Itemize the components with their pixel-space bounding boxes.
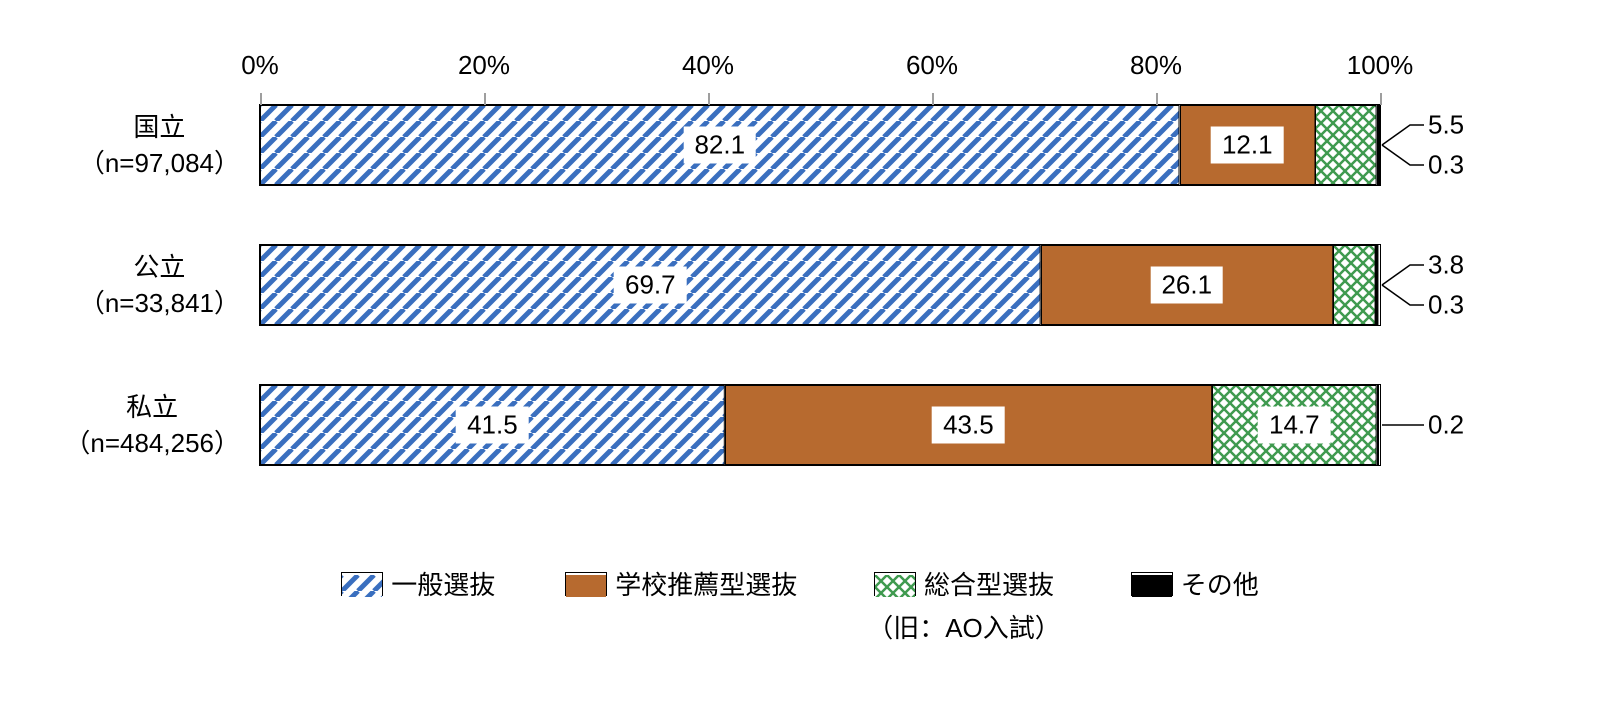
category-label: 公立（n=33,841） (79, 245, 260, 325)
x-axis-tickmark (484, 93, 486, 105)
bar-row: 私立（n=484,256）41.543.514.7 (260, 385, 1380, 465)
value-label-external: 0.3 (1428, 150, 1464, 181)
stacked-bar-chart: 国立（n=97,084） 82.1 12.1 公立（n=33,841） 69.7 26.1… (0, 0, 1600, 715)
bar-segment-general: 41.5 (260, 385, 725, 465)
x-axis-tickmark (1380, 93, 1382, 105)
bar-segment-recommend: 26.1 (1041, 245, 1333, 325)
x-axis-tick-label: 20% (458, 50, 510, 81)
x-axis-tickmark (1156, 93, 1158, 105)
bar-row: 公立（n=33,841）69.726.1 (260, 245, 1380, 325)
value-label: 12.1 (1211, 127, 1284, 164)
value-label-external: 5.5 (1428, 110, 1464, 141)
category-n: （n=97,084） (79, 145, 240, 181)
bar-track: 82.1 12.1 (260, 105, 1380, 185)
bar-row: 国立（n=97,084）82.112.1 (260, 105, 1380, 185)
bar-segment-general: 82.1 (260, 105, 1180, 185)
legend-label: 総合型選抜 (924, 565, 1054, 602)
bar-segment-general: 69.7 (260, 245, 1041, 325)
x-axis-tick-label: 40% (682, 50, 734, 81)
legend-sublabel: （旧：AO入試） (867, 608, 1061, 645)
legend-swatch (565, 572, 607, 596)
value-label: 82.1 (683, 127, 756, 164)
legend-item-sogo: 総合型選抜 （旧：AO入試） (867, 565, 1061, 645)
bar-segment-other (1377, 385, 1379, 465)
bar-segment-recommend: 43.5 (725, 385, 1212, 465)
value-label: 14.7 (1258, 407, 1331, 444)
value-label: 41.5 (456, 407, 529, 444)
legend-item-general: 一般選抜 (341, 565, 495, 602)
bar-segment-sogo (1333, 245, 1376, 325)
bar-track: 41.5 43.5 14.7 (260, 385, 1380, 465)
x-axis-tick-label: 100% (1347, 50, 1414, 81)
plot-area: 国立（n=97,084）82.112.1公立（n=33,841）69.726.1… (260, 105, 1380, 535)
value-label-external: 3.8 (1428, 250, 1464, 281)
legend-swatch (874, 572, 916, 596)
bar-segment-sogo: 14.7 (1212, 385, 1377, 465)
legend-swatch (341, 572, 383, 596)
x-axis-tickmark (260, 93, 262, 105)
legend-item-other: その他 (1131, 565, 1259, 602)
bar-segment-sogo (1315, 105, 1377, 185)
x-axis-tickmark (708, 93, 710, 105)
category-name: 公立 (133, 249, 185, 285)
x-axis-tick-label: 80% (1130, 50, 1182, 81)
category-name: 国立 (133, 109, 185, 145)
bar-segment-recommend: 12.1 (1180, 105, 1316, 185)
value-label: 43.5 (932, 407, 1005, 444)
category-label: 国立（n=97,084） (79, 105, 260, 185)
bar-track: 69.7 26.1 (260, 245, 1380, 325)
legend-label: その他 (1181, 565, 1259, 602)
legend-label: 学校推薦型選抜 (615, 565, 797, 602)
category-label: 私立（n=484,256） (64, 385, 260, 465)
legend-swatch (1131, 572, 1173, 596)
value-label: 69.7 (614, 267, 687, 304)
bar-segment-other (1375, 245, 1378, 325)
x-axis-tickmark (932, 93, 934, 105)
bar-segment-other (1377, 105, 1380, 185)
value-label-external: 0.3 (1428, 290, 1464, 321)
category-name: 私立 (126, 389, 178, 425)
value-label-external: 0.2 (1428, 410, 1464, 441)
category-n: （n=33,841） (79, 285, 240, 321)
value-label: 26.1 (1150, 267, 1223, 304)
x-axis-tick-label: 60% (906, 50, 958, 81)
legend-label: 一般選抜 (391, 565, 495, 602)
legend: 一般選抜 学校推薦型選抜 総合型選抜 （旧：AO入試） その他 (0, 565, 1600, 645)
legend-item-recommend: 学校推薦型選抜 (565, 565, 797, 602)
x-axis-tick-label: 0% (241, 50, 279, 81)
category-n: （n=484,256） (64, 425, 240, 461)
